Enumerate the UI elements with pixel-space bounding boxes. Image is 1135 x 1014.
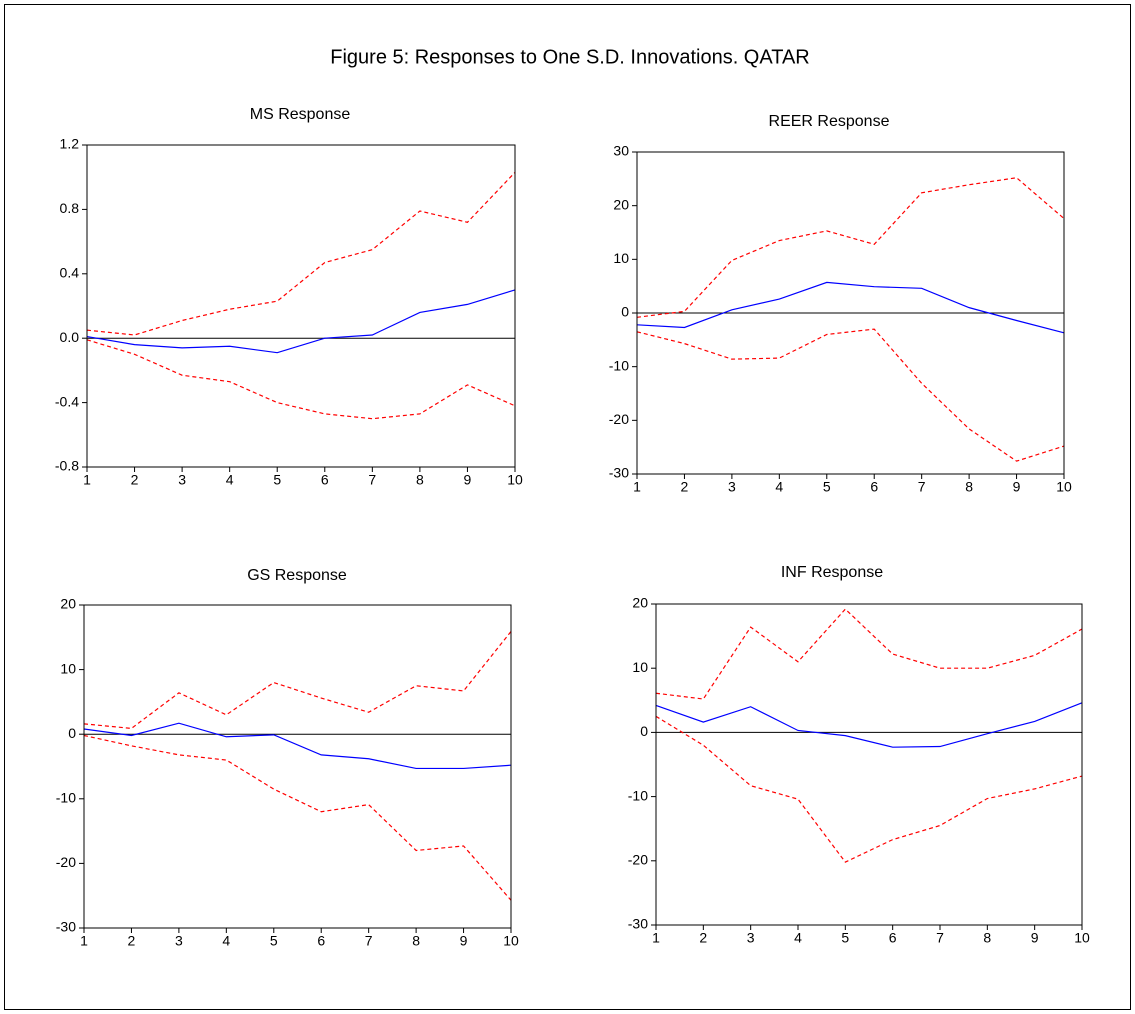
x-tick-label: 5 (823, 479, 831, 495)
plot-frame (83, 604, 512, 929)
panel-title: INF Response (781, 564, 883, 581)
x-tick-label: 4 (794, 930, 802, 946)
y-tick-label: 20 (60, 596, 76, 612)
response-line (86, 339, 516, 420)
x-tick-label: 9 (460, 933, 468, 949)
x-tick-label: 7 (936, 930, 944, 946)
panel-title: GS Response (247, 567, 347, 584)
response-line (83, 722, 512, 770)
x-tick-label: 7 (918, 479, 926, 495)
y-tick-label: 0 (68, 725, 76, 741)
y-tick-label: -20 (628, 852, 648, 868)
y-tick-label: 10 (632, 659, 648, 675)
x-tick-label: 2 (131, 472, 139, 488)
response-line (83, 631, 512, 730)
y-tick-label: -30 (628, 916, 648, 932)
x-tick-label: 4 (222, 933, 230, 949)
x-tick-label: 7 (365, 933, 373, 949)
y-tick-label: -10 (56, 790, 76, 806)
x-tick-label: 6 (317, 933, 325, 949)
panel-title: REER Response (769, 113, 890, 130)
panel-title: MS Response (250, 106, 351, 123)
y-tick-label: -20 (56, 854, 76, 870)
plot-frame (655, 603, 1083, 926)
response-line (636, 177, 1065, 318)
response-line (636, 328, 1065, 462)
x-tick-label: 1 (652, 930, 660, 946)
y-tick-label: 0.4 (60, 265, 80, 281)
plot-frame (636, 151, 1065, 475)
response-line (86, 171, 516, 336)
x-tick-label: 9 (464, 472, 472, 488)
x-tick-label: 1 (83, 472, 91, 488)
response-line (655, 715, 1083, 863)
x-tick-label: 10 (507, 472, 523, 488)
x-tick-label: 1 (633, 479, 641, 495)
x-tick-label: 9 (1031, 930, 1039, 946)
y-tick-label: -30 (56, 919, 76, 935)
x-tick-label: 3 (175, 933, 183, 949)
y-tick-label: -10 (628, 787, 648, 803)
x-tick-label: 10 (1056, 479, 1072, 495)
x-tick-label: 7 (368, 472, 376, 488)
x-tick-label: 5 (841, 930, 849, 946)
response-line (655, 608, 1083, 700)
y-tick-label: 30 (613, 143, 629, 159)
plot-frame (86, 144, 516, 468)
figure-title: Figure 5: Responses to One S.D. Innovati… (330, 46, 809, 68)
y-tick-label: -30 (609, 465, 629, 481)
y-tick-label: -0.4 (55, 393, 79, 409)
x-tick-label: 2 (681, 479, 689, 495)
response-line (636, 281, 1065, 334)
figure-border (4, 4, 1131, 1010)
x-tick-label: 8 (983, 930, 991, 946)
response-line (83, 734, 512, 901)
x-tick-label: 6 (321, 472, 329, 488)
x-tick-label: 2 (128, 933, 136, 949)
y-tick-label: 0.0 (60, 329, 80, 345)
x-tick-label: 1 (80, 933, 88, 949)
y-tick-label: -20 (609, 411, 629, 427)
y-tick-label: 10 (613, 250, 629, 266)
x-tick-label: 10 (503, 933, 519, 949)
y-tick-label: 10 (60, 660, 76, 676)
y-tick-label: -10 (609, 357, 629, 373)
response-line (655, 702, 1083, 748)
x-tick-label: 8 (965, 479, 973, 495)
response-line (86, 289, 516, 354)
x-tick-label: 8 (412, 933, 420, 949)
y-tick-label: 1.2 (60, 136, 80, 152)
y-tick-label: -0.8 (55, 458, 79, 474)
x-tick-label: 9 (1013, 479, 1021, 495)
x-tick-label: 8 (416, 472, 424, 488)
y-tick-label: 0 (621, 304, 629, 320)
x-tick-label: 3 (747, 930, 755, 946)
x-tick-label: 2 (699, 930, 707, 946)
x-tick-label: 10 (1074, 930, 1090, 946)
y-tick-label: 20 (613, 196, 629, 212)
x-tick-label: 5 (270, 933, 278, 949)
x-tick-label: 4 (226, 472, 234, 488)
x-tick-label: 3 (728, 479, 736, 495)
y-tick-label: 0 (640, 723, 648, 739)
x-tick-label: 6 (870, 479, 878, 495)
y-tick-label: 0.8 (60, 200, 80, 216)
x-tick-label: 4 (775, 479, 783, 495)
x-tick-label: 3 (178, 472, 186, 488)
x-tick-label: 6 (889, 930, 897, 946)
x-tick-label: 5 (273, 472, 281, 488)
y-tick-label: 20 (632, 595, 648, 611)
